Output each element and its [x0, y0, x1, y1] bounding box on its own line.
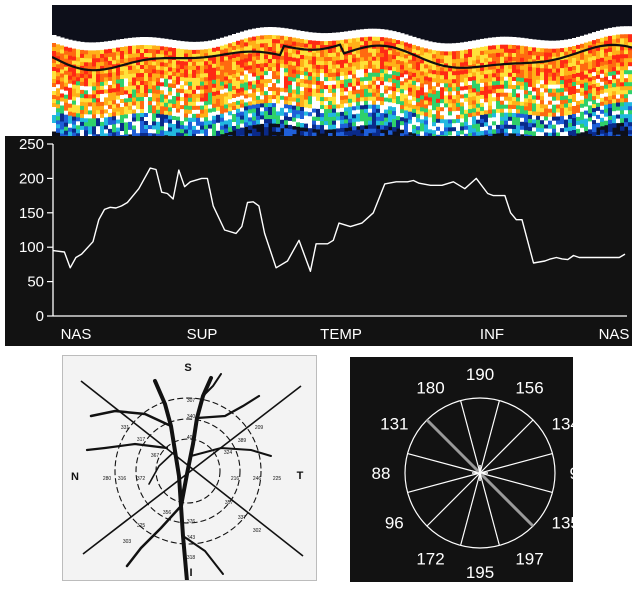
- sector-value: 134: [552, 415, 573, 434]
- map-value: 372: [137, 476, 146, 482]
- map-value: 331: [121, 425, 130, 431]
- sector-spoke: [479, 472, 500, 546]
- map-value: 316: [118, 476, 127, 482]
- oct-boundary-line: [52, 43, 632, 72]
- sector-value: 190: [466, 365, 494, 384]
- sector-value: 96: [570, 464, 573, 483]
- map-value: 307: [187, 398, 196, 404]
- clock-sector-canvas: 190 156 134 96 135 197 195 172 96 88 131 180: [372, 365, 573, 582]
- sector-spoke: [479, 419, 534, 474]
- oct-scan-texture: [52, 26, 632, 151]
- outer-circle: [114, 397, 262, 545]
- retinal-vessels: [85, 373, 272, 580]
- quadrant-label-n: N: [71, 471, 79, 483]
- map-value: 225: [273, 476, 282, 482]
- y-tick-label: 250: [19, 136, 44, 153]
- x-tick-label: INF: [480, 326, 504, 343]
- quadrant-label-s: S: [184, 362, 191, 374]
- map-value: 356: [163, 510, 172, 516]
- sector-value: 172: [416, 550, 444, 569]
- map-value: 405: [187, 435, 196, 441]
- sector-spoke: [479, 400, 500, 474]
- center-crosshair: [472, 465, 488, 481]
- sector-value: 197: [515, 550, 543, 569]
- middle-circle: [135, 418, 241, 524]
- oct-scan-image: [52, 5, 632, 151]
- y-tick-label: 0: [36, 308, 44, 325]
- sector-value: 180: [416, 378, 444, 397]
- y-tick-label: 200: [19, 170, 44, 187]
- sector-spoke: [479, 472, 553, 493]
- sector-value: 195: [466, 563, 494, 582]
- x-tick-label: SUP: [187, 326, 218, 343]
- map-value: 302: [253, 528, 262, 534]
- map-values: 307 340 405 331 317 367 209 324 389 280 …: [103, 398, 282, 561]
- clock-spokes: [407, 400, 553, 546]
- map-value: 325: [137, 523, 146, 529]
- clock-sector-diagram: 190 156 134 96 135 197 195 172 96 88 131 180: [350, 357, 573, 582]
- map-value: 317: [137, 437, 146, 443]
- sector-value: 88: [372, 464, 391, 483]
- map-value: 376: [187, 519, 196, 525]
- map-value: 318: [187, 555, 196, 561]
- map-value: 343: [187, 535, 196, 541]
- y-tick-label: 50: [27, 274, 44, 291]
- y-tick-label: 100: [19, 239, 44, 256]
- x-tick-label: NAS: [599, 326, 630, 343]
- thickness-series-line: [52, 167, 626, 273]
- sector-value: 96: [385, 514, 404, 533]
- map-value: 303: [123, 539, 132, 545]
- map-value: 357: [225, 500, 234, 506]
- sector-spoke: [478, 471, 535, 528]
- sector-spoke: [407, 453, 481, 474]
- map-value: 367: [151, 453, 160, 459]
- sector-value: 135: [552, 514, 573, 533]
- sector-spoke: [426, 472, 481, 527]
- fundus-map-canvas: S T I N 307 340 405 331 317 367 209 324 …: [71, 362, 304, 580]
- map-value: 340: [187, 414, 196, 420]
- y-tick-label: 150: [19, 205, 44, 222]
- clock-circle: [404, 397, 556, 549]
- sector-spoke: [479, 453, 553, 474]
- sector-spoke: [425, 418, 482, 475]
- map-value: 216: [231, 476, 240, 482]
- sector-value: 156: [515, 378, 543, 397]
- fundus-map: S T I N 307 340 405 331 317 367 209 324 …: [62, 355, 317, 581]
- sector-spoke: [460, 472, 481, 546]
- x-tick-label: NAS: [61, 326, 92, 343]
- quadrant-label-t: T: [297, 470, 304, 482]
- map-value: 246: [253, 476, 262, 482]
- map-value: 280: [103, 476, 112, 482]
- thickness-graph: 250 200 150 100 50 0 NAS SUP TEMP INF NAS: [5, 136, 632, 346]
- quadrant-label-i: I: [189, 567, 192, 579]
- sector-spoke: [407, 472, 481, 493]
- sector-lines: [80, 380, 304, 557]
- oct-scan-canvas: [52, 26, 632, 151]
- sector-line: [82, 385, 302, 555]
- map-value: 324: [224, 450, 233, 456]
- map-value: 209: [255, 425, 264, 431]
- map-value: 337: [238, 515, 247, 521]
- x-tick-label: TEMP: [320, 326, 362, 343]
- sector-spoke: [460, 400, 481, 474]
- clock-labels: 190 156 134 96 135 197 195 172 96 88 131 180: [372, 365, 573, 582]
- map-value: 389: [238, 438, 247, 444]
- sector-value: 131: [380, 415, 408, 434]
- thickness-graph-canvas: 250 200 150 100 50 0 NAS SUP TEMP INF NAS: [19, 136, 630, 343]
